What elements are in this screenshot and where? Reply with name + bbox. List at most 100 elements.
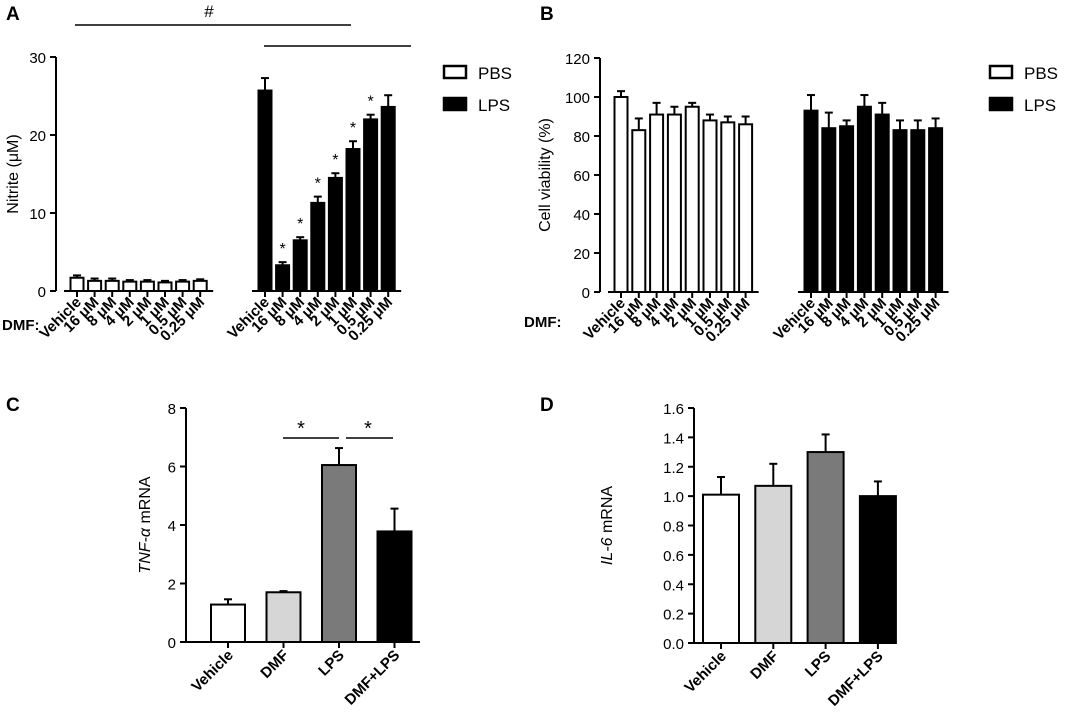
panel-c-y-tick-label: 4 [168, 518, 176, 535]
panel-a-significance-star: * [297, 216, 303, 233]
panel-a-bar-pbs [104, 279, 120, 292]
panel-b-bar-pbs [613, 96, 629, 293]
panel-a-bar-lps [345, 148, 361, 292]
panel-d-panel-letter: D [540, 395, 554, 416]
panel-c-y-axis-label-suffix: mRNA [137, 476, 154, 528]
panel-d-y-tick-label: 1.4 [663, 430, 684, 447]
panel-c-bar [210, 603, 246, 643]
panel-b-legend-swatch-pbs [988, 64, 1014, 80]
panel-d-y-axis-label: IL-6 mRNA [599, 486, 616, 565]
panel-b-y-tick-label: 20 [573, 246, 590, 263]
panel-d-il6-chart: D 0.0 0.2 0.4 0.6 0.8 1.0 1.2 1.4 1.6 IL-6 mRNA Veh… [540, 395, 897, 710]
panel-a-bar-lps [257, 89, 273, 293]
panel-b-dmf-label: DMF: [524, 314, 562, 331]
panel-b-legend-label: LPS [1024, 96, 1056, 115]
panel-d-y-tick-label: 1.2 [663, 460, 684, 477]
panel-a-bar-pbs [87, 279, 103, 292]
panel-a-y-tick-label: 30 [29, 50, 46, 67]
panel-b-bar-lps [821, 127, 837, 293]
panel-d-y-tick-label: 0.4 [663, 577, 684, 594]
panel-a-significance-star: * [315, 176, 321, 193]
panel-d-x-tick-label: Vehicle [681, 648, 730, 697]
panel-c-y-tick-label: 2 [168, 577, 176, 594]
panel-b-y-tick-label: 100 [565, 90, 590, 107]
panel-a-significance-star: * [279, 241, 285, 258]
panel-b-bar-lps [910, 129, 926, 293]
panel-b-bar-pbs [702, 119, 718, 294]
panel-a-panel-letter: A [6, 4, 20, 25]
panel-a-y-axis-label: Nitrite (μM) [5, 134, 22, 213]
panel-c-bar [265, 591, 302, 644]
panel-b-bar-lps [856, 105, 872, 293]
panel-d-bar [858, 495, 897, 644]
panel-a-bar-pbs [175, 280, 191, 293]
panel-a-bar-lps [327, 176, 343, 292]
panel-c-x-tick-label: DMF+LPS [342, 647, 404, 709]
panel-d-y-tick-label: 0.2 [663, 607, 684, 624]
panel-d-y-tick-label: 1.6 [663, 401, 684, 418]
panel-b-y-tick-label: 120 [565, 51, 590, 68]
panel-a-bar-lps [292, 239, 308, 293]
panel-b-bar-lps [892, 129, 908, 293]
panel-d-y-tick-label: 0.8 [663, 519, 684, 536]
panel-b-bar-pbs [649, 113, 665, 293]
panel-b-bar-lps [874, 113, 890, 293]
panel-c-bracket-label: * [364, 418, 372, 440]
panel-a-bar-lps [275, 264, 291, 293]
panel-a-legend-swatch-pbs [442, 64, 468, 80]
panel-d-bar [702, 493, 740, 644]
panel-c-y-axis-label: TNF-α mRNA [137, 476, 154, 573]
panel-b-y-tick-label: 80 [573, 129, 590, 146]
panel-c-x-tick-label: LPS [315, 647, 348, 680]
panel-b-bar-pbs [666, 113, 682, 293]
panel-a-bar-lps [363, 118, 379, 293]
panel-b-bar-pbs [631, 129, 647, 293]
panel-a-bracket-label: # [204, 2, 214, 21]
panel-a-bar-pbs [122, 280, 138, 293]
panel-b-legend-swatch-lps [988, 96, 1014, 112]
panel-a-y-tick-label: 0 [38, 284, 46, 301]
panel-c-bar [321, 464, 357, 643]
panel-a-bar-pbs [139, 280, 155, 293]
panel-c-panel-letter: C [6, 395, 20, 416]
panel-a-dmf-label: DMF: [2, 317, 40, 334]
panel-b-panel-letter: B [540, 4, 554, 25]
panel-d-y-tick-label: 0.0 [663, 636, 684, 653]
panel-a-legend-label: LPS [478, 96, 510, 115]
panel-c-y-tick-label: 8 [168, 401, 176, 418]
panel-c-y-tick-label: 6 [168, 460, 176, 477]
panel-a-bar-pbs [69, 276, 85, 292]
panel-c-x-tick-label: DMF [257, 647, 292, 682]
panel-a-bar-lps [380, 105, 396, 292]
panel-a-bar-pbs [192, 279, 208, 292]
panel-d-bar [754, 484, 793, 644]
panel-d-y-tick-label: 1.0 [663, 489, 684, 506]
panel-b-bar-pbs [738, 123, 754, 293]
panel-b-y-axis-label: Cell viability (%) [537, 118, 554, 232]
panel-c-y-tick-label: 0 [168, 635, 176, 652]
panel-a-bar-lps [310, 201, 326, 292]
panel-a-bar-pbs [157, 281, 173, 293]
panel-c-x-tick-label: Vehicle [188, 647, 237, 696]
panel-a-significance-star: * [332, 152, 338, 169]
panel-b-legend-label: PBS [1024, 64, 1058, 83]
panel-d-bar [806, 451, 845, 644]
panel-d-y-tick-label: 0.6 [663, 548, 684, 565]
panel-c-y-axis-label-gene: TNF-α [137, 527, 154, 573]
panel-c-bracket-label: * [297, 418, 305, 440]
panel-b-y-tick-label: 0 [582, 285, 590, 302]
panel-d-y-axis-label-gene: IL-6 [599, 537, 616, 565]
panel-b-bar-lps [928, 127, 944, 293]
panel-b-bar-pbs [684, 105, 700, 293]
panel-a-significance-star: * [367, 94, 373, 111]
panel-a-y-tick-label: 10 [29, 206, 46, 223]
panel-a-legend-label: PBS [478, 64, 512, 83]
panel-d-x-tick-label: LPS [802, 648, 835, 681]
panel-b-bar-lps [839, 125, 855, 293]
panel-d-x-tick-label: DMF [747, 648, 782, 683]
panel-b-bar-lps [803, 109, 819, 294]
